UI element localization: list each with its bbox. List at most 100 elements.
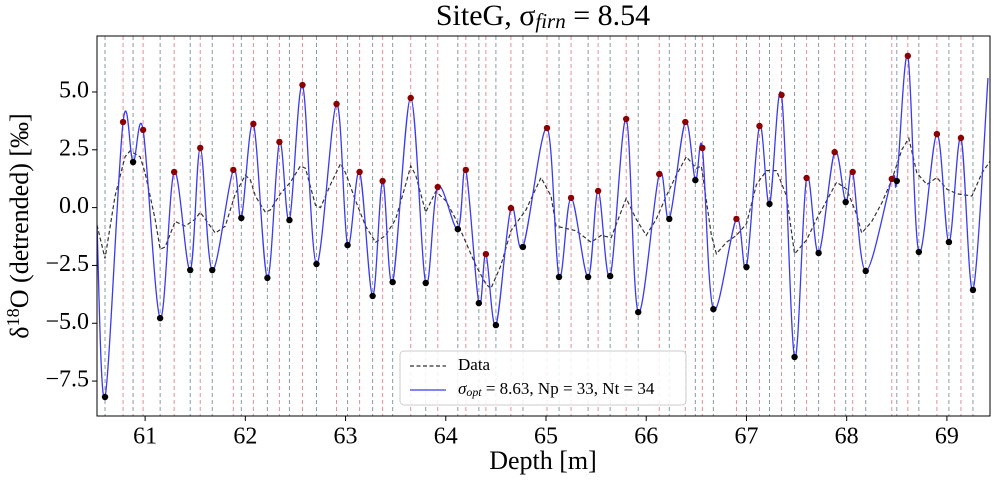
peak-point [778,91,785,99]
trough-point [635,308,642,316]
trough-point [313,260,320,268]
trough-point [710,305,717,313]
y-tick-label: 5.0 [59,77,89,103]
trough-point [187,266,194,274]
trough-point [915,248,923,256]
text-part: δ [5,326,34,338]
y-tick-label: 2.5 [59,135,89,161]
trough-point [389,278,396,286]
x-tick-label: 66 [634,424,658,450]
peak-point [682,118,689,126]
peak-point [803,174,810,182]
peak-point [699,144,706,152]
peak-point [299,81,306,89]
y-axis-label: δ18O (detrended) [‰] [3,113,34,338]
peak-point [733,215,740,223]
peak-point [119,118,127,126]
x-tick-label: 68 [835,424,859,450]
legend-label: σopt = 8.63, Np = 33, Nt = 34 [458,379,655,399]
trough-point [606,272,614,280]
peak-point [933,130,941,138]
x-tick-label: 61 [133,424,157,450]
peak-point [356,168,363,176]
peak-point [230,166,237,174]
trough-point [344,241,351,249]
trough-point [584,273,592,281]
peak-point [594,187,602,195]
peak-point [904,52,912,60]
text-part: = 8.63, Np = 33, Nt = 34 [482,379,655,398]
text-part: firn [535,9,565,33]
x-tick-label: 62 [233,424,257,450]
trough-point [893,177,900,185]
y-tick-label: −5.0 [45,309,89,335]
points [101,52,977,401]
text-part: σ [458,379,467,398]
trough-point [264,274,271,282]
peak-point [434,183,441,191]
text-part: 18 [3,308,23,326]
text-part: = 8.54 [566,0,650,32]
series-line [97,136,990,290]
x-tick-label: 65 [534,424,558,450]
y-tick-label: −2.5 [45,251,89,277]
x-tick-label: 63 [334,424,358,450]
trough-point [129,158,137,166]
legend-label: Data [458,355,491,374]
trough-point [156,314,164,322]
peak-point [756,122,763,130]
peak-point [543,124,551,132]
peak-point [139,126,147,134]
peak-point [888,175,895,183]
trough-point [945,238,953,246]
peak-point [656,170,663,178]
trough-point [454,225,462,233]
peak-point [482,250,490,258]
text-part: opt [466,385,482,399]
text-part: SiteG, σ [436,0,536,32]
x-tick-label: 69 [935,424,959,450]
trough-point [969,286,977,294]
legend-box [399,350,687,406]
x-tick-label: 64 [434,424,458,450]
peak-point [462,166,470,174]
trough-point [791,353,798,361]
x-axis-label: Depth [m] [489,446,597,475]
peak-point [407,94,414,102]
peak-point [170,168,178,176]
trough-point [692,176,699,184]
peak-point [276,138,283,146]
text-part: O (detrended) [‰] [5,113,34,308]
peak-point [831,148,838,156]
y-tick-label: −7.5 [45,367,89,393]
peak-point [567,194,575,202]
trough-point [862,267,869,275]
trough-point [555,273,563,281]
trough-point [492,321,500,329]
trough-point [286,216,293,224]
peak-point [250,120,257,128]
plot-frame [96,35,991,417]
trough-point [666,215,673,223]
trough-point [815,249,822,257]
trough-point [743,263,750,271]
peak-point [507,204,515,212]
peak-point [622,115,630,123]
trough-point [422,279,429,287]
trough-point [842,198,849,206]
trough-point [519,243,527,251]
x-tick-label: 67 [734,424,758,450]
trough-point [766,200,773,208]
legend: Data σopt = 8.63, Np = 33, Nt = 34 [399,350,687,406]
peak-point [957,134,965,142]
trough-point [369,292,376,300]
chart-title: SiteG, σfirn = 8.54 [436,0,650,33]
peak-point [379,177,386,185]
peak-point [197,144,204,152]
trough-point [475,299,483,307]
trough-point [209,266,216,274]
peak-point [849,168,856,176]
trough-point [238,214,245,222]
